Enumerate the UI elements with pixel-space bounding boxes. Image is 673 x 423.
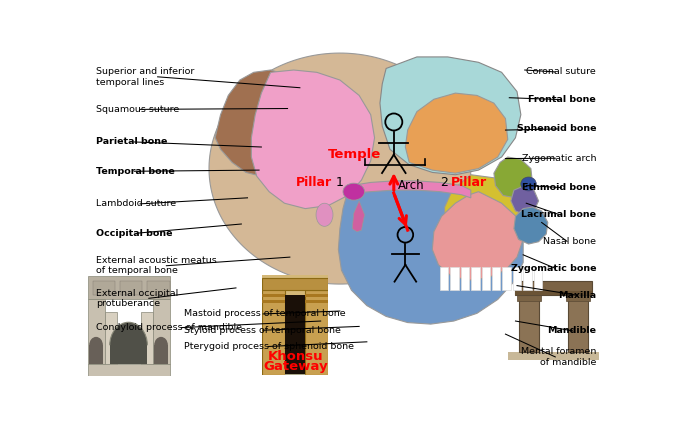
Text: Temple: Temple — [328, 148, 381, 161]
Polygon shape — [351, 181, 471, 198]
Text: Sphenoid bone: Sphenoid bone — [517, 124, 596, 133]
Text: 2: 2 — [440, 176, 448, 189]
Text: Pillar: Pillar — [451, 176, 487, 189]
Text: Gateway: Gateway — [263, 360, 328, 373]
Polygon shape — [445, 175, 531, 253]
Bar — [502, 267, 511, 290]
Text: Superior and inferior
temporal lines: Superior and inferior temporal lines — [96, 67, 194, 87]
Text: Pillar: Pillar — [296, 176, 332, 189]
Text: Coronal suture: Coronal suture — [526, 67, 596, 77]
Polygon shape — [215, 70, 313, 176]
Bar — [482, 267, 490, 290]
Polygon shape — [209, 53, 471, 284]
Bar — [461, 267, 469, 290]
Text: Squamous suture: Squamous suture — [96, 105, 180, 114]
Text: Occipital bone: Occipital bone — [96, 229, 173, 238]
Text: 1: 1 — [336, 176, 344, 189]
Ellipse shape — [521, 177, 536, 191]
Text: External occipital
protuberance: External occipital protuberance — [96, 288, 178, 308]
Polygon shape — [251, 70, 375, 209]
Polygon shape — [494, 157, 532, 198]
Bar — [440, 267, 448, 290]
Text: Khonsu: Khonsu — [268, 350, 324, 363]
Bar — [471, 267, 480, 290]
Polygon shape — [405, 93, 507, 173]
Polygon shape — [352, 201, 365, 232]
Ellipse shape — [343, 183, 365, 200]
Text: External acoustic meatus
of temporal bone: External acoustic meatus of temporal bon… — [96, 256, 217, 275]
Text: Pterygoid process of sphenoid bone: Pterygoid process of sphenoid bone — [184, 342, 354, 351]
Text: Parietal bone: Parietal bone — [96, 137, 168, 146]
Polygon shape — [339, 182, 523, 324]
Text: Mental foramen
of mandible: Mental foramen of mandible — [521, 347, 596, 367]
Text: Lacrimal bone: Lacrimal bone — [522, 210, 596, 219]
Polygon shape — [514, 207, 548, 244]
Text: Mandible: Mandible — [547, 327, 596, 335]
Text: Mastoid process of temporal bone: Mastoid process of temporal bone — [184, 310, 346, 319]
Polygon shape — [432, 192, 523, 280]
Text: Condyloid process of mandible: Condyloid process of mandible — [96, 323, 242, 332]
Text: Temporal bone: Temporal bone — [96, 167, 175, 176]
Text: Zygomatic bone: Zygomatic bone — [511, 264, 596, 273]
Text: Ethmoid bone: Ethmoid bone — [522, 183, 596, 192]
Bar — [492, 267, 501, 290]
Text: Frontal bone: Frontal bone — [528, 95, 596, 104]
Text: Styloid process of temporal bone: Styloid process of temporal bone — [184, 326, 341, 335]
Bar — [450, 267, 459, 290]
Text: Zygomatic arch: Zygomatic arch — [522, 154, 596, 163]
Bar — [513, 267, 522, 290]
Text: Arch: Arch — [398, 179, 424, 192]
Bar — [523, 267, 532, 290]
Text: Lambdoid suture: Lambdoid suture — [96, 199, 176, 209]
Text: Nasal bone: Nasal bone — [543, 237, 596, 246]
Text: Maxilla: Maxilla — [558, 291, 596, 299]
Ellipse shape — [316, 203, 333, 226]
Bar — [534, 267, 542, 290]
Polygon shape — [511, 186, 538, 215]
Polygon shape — [380, 57, 521, 175]
